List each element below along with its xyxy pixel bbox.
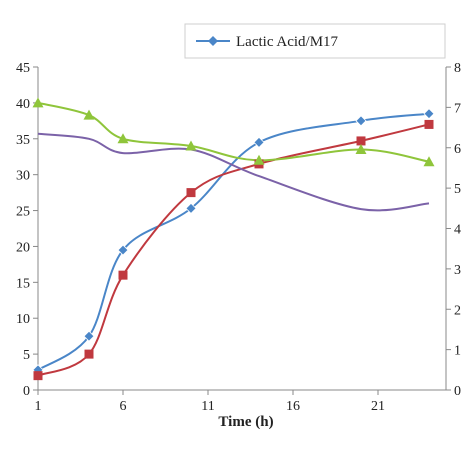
- y2-tick-label: 6: [454, 142, 461, 157]
- data-point-diamond: [423, 108, 435, 120]
- data-point-diamond: [117, 244, 129, 256]
- y-tick-label: 45: [16, 61, 30, 76]
- series-line-2: [37, 101, 430, 163]
- legend-label: Lactic Acid/M17: [236, 34, 339, 50]
- y-tick-label: 40: [16, 97, 30, 112]
- data-point-triangle: [253, 154, 265, 165]
- data-point-square: [186, 188, 196, 198]
- data-point-triangle: [32, 97, 44, 108]
- data-point-triangle: [185, 140, 197, 151]
- y-tick-label: 5: [23, 348, 30, 363]
- data-point-triangle: [355, 144, 367, 155]
- data-point-square: [33, 371, 43, 381]
- y2-tick-label: 3: [454, 263, 461, 278]
- data-point-triangle: [83, 109, 95, 120]
- y2-tick-label: 4: [454, 223, 461, 238]
- x-tick-label: 1: [35, 399, 42, 414]
- x-axis-title: Time (h): [218, 414, 273, 430]
- data-point-diamond: [185, 202, 197, 214]
- x-tick-label: 11: [201, 399, 214, 414]
- data-point-square: [118, 270, 128, 280]
- axes: [33, 66, 451, 395]
- data-point-square: [84, 349, 94, 359]
- x-tick-label: 16: [286, 399, 300, 414]
- y2-tick-label: 2: [454, 303, 461, 318]
- y-tick-label: 15: [16, 276, 30, 291]
- series-line-3: [37, 132, 430, 212]
- x-tick-label: 21: [371, 399, 385, 414]
- y-tick-label: 20: [16, 240, 30, 255]
- y2-tick-label: 0: [454, 384, 461, 399]
- y-tick-label: 25: [16, 205, 30, 220]
- legend-marker-diamond-icon: [208, 36, 218, 46]
- data-point-triangle: [117, 133, 129, 144]
- legend: Lactic Acid/M17: [184, 23, 446, 59]
- data-point-diamond: [355, 115, 367, 127]
- data-point-square: [356, 136, 366, 146]
- x-tick-label: 6: [120, 399, 127, 414]
- y-tick-label: 0: [23, 384, 30, 399]
- data-point-triangle: [423, 156, 435, 167]
- data-point-diamond: [253, 136, 265, 148]
- y2-tick-label: 1: [454, 344, 461, 359]
- y2-tick-label: 5: [454, 182, 461, 197]
- y2-tick-label: 8: [454, 61, 461, 76]
- series-markers: [32, 97, 435, 381]
- y-tick-label: 30: [16, 169, 30, 184]
- y-tick-label: 10: [16, 312, 30, 327]
- series-lines: [37, 101, 430, 377]
- data-point-square: [424, 119, 434, 129]
- y2-tick-label: 7: [454, 101, 461, 116]
- series-line-0: [37, 112, 430, 371]
- y-tick-label: 35: [16, 133, 30, 148]
- data-point-diamond: [83, 330, 95, 342]
